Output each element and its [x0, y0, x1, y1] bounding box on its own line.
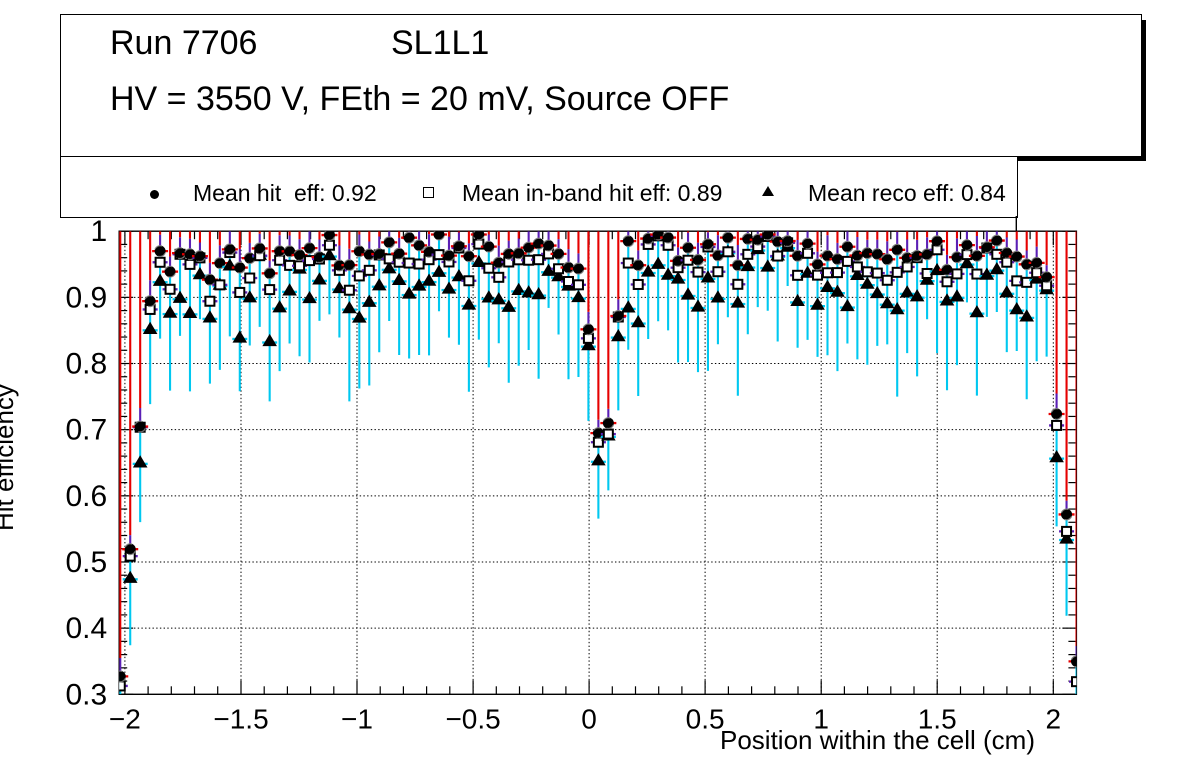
svg-text:1: 1 [91, 215, 108, 248]
svg-text:−1.5: −1.5 [213, 703, 268, 734]
svg-text:0.9: 0.9 [65, 281, 107, 314]
svg-text:0.5: 0.5 [65, 546, 107, 579]
svg-text:0.7: 0.7 [65, 414, 107, 447]
svg-text:0.8: 0.8 [65, 348, 107, 381]
svg-text:−0.5: −0.5 [445, 703, 500, 734]
svg-text:0.5: 0.5 [686, 703, 725, 734]
svg-text:0.6: 0.6 [65, 480, 107, 513]
svg-text:0.3: 0.3 [65, 678, 107, 711]
svg-text:−2: −2 [109, 703, 141, 734]
svg-text:−1: −1 [341, 703, 373, 734]
svg-text:0: 0 [581, 703, 597, 734]
svg-text:2: 2 [1046, 703, 1062, 734]
svg-text:0.4: 0.4 [65, 612, 107, 645]
